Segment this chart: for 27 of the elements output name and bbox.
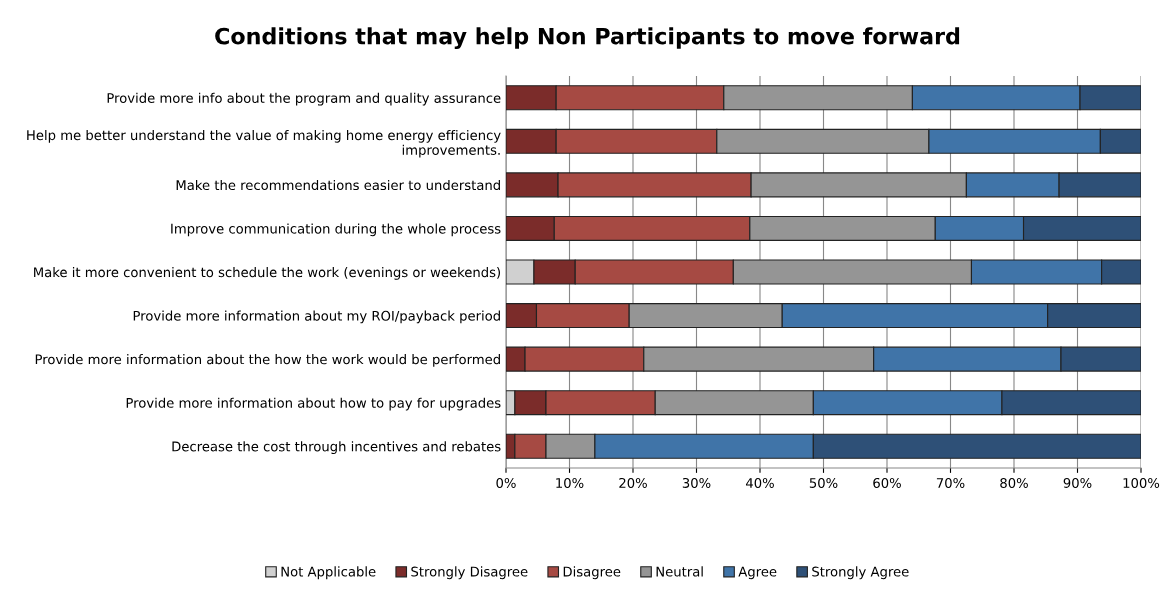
x-tick-label: 50% [809, 477, 838, 488]
y-tick-label: Help me better understand the value of making home energy efficiency improvements. [27, 129, 501, 158]
x-tick-label: 20% [619, 477, 647, 488]
legend-label: Agree [738, 566, 777, 580]
x-tick-label: 80% [1000, 477, 1028, 488]
legend-label: Disagree [563, 566, 621, 580]
x-tick-label: 0% [496, 477, 516, 488]
y-tick-label: Provide more information about my ROI/payback period [133, 310, 500, 324]
legend-label: Strongly Agree [812, 566, 909, 580]
y-tick-label: Provide more information about the how the work would be performed [35, 354, 500, 367]
x-tick-label: 60% [873, 477, 901, 488]
y-tick-label: Make it more convenient to schedule the work (evenings or weekends) [34, 266, 501, 280]
x-tick-label: 30% [682, 477, 711, 488]
x-tick-label: 70% [936, 477, 965, 488]
legend-label: Not Applicable [281, 566, 376, 580]
chart-title: Conditions that may help Non Participants to move forward [215, 27, 960, 49]
x-tick-label: 10% [556, 477, 584, 488]
y-tick-label: Make the recommendations easier to understand [176, 179, 500, 191]
y-tick-label: Decrease the cost through incentives and rebates [172, 441, 501, 454]
y-tick-label: Improve communication during the whole process [171, 223, 501, 237]
y-tick-label: Provide more info about the program and quality assurance [107, 92, 501, 106]
x-tick-label: 100% [1123, 477, 1160, 488]
x-tick-label: 90% [1063, 477, 1092, 488]
legend-label: Strongly Disagree [411, 566, 528, 580]
y-tick-label: Provide more information about how to pay for upgrades [126, 397, 501, 411]
legend-label: Neutral [656, 566, 703, 577]
x-tick-label: 40% [745, 477, 774, 488]
